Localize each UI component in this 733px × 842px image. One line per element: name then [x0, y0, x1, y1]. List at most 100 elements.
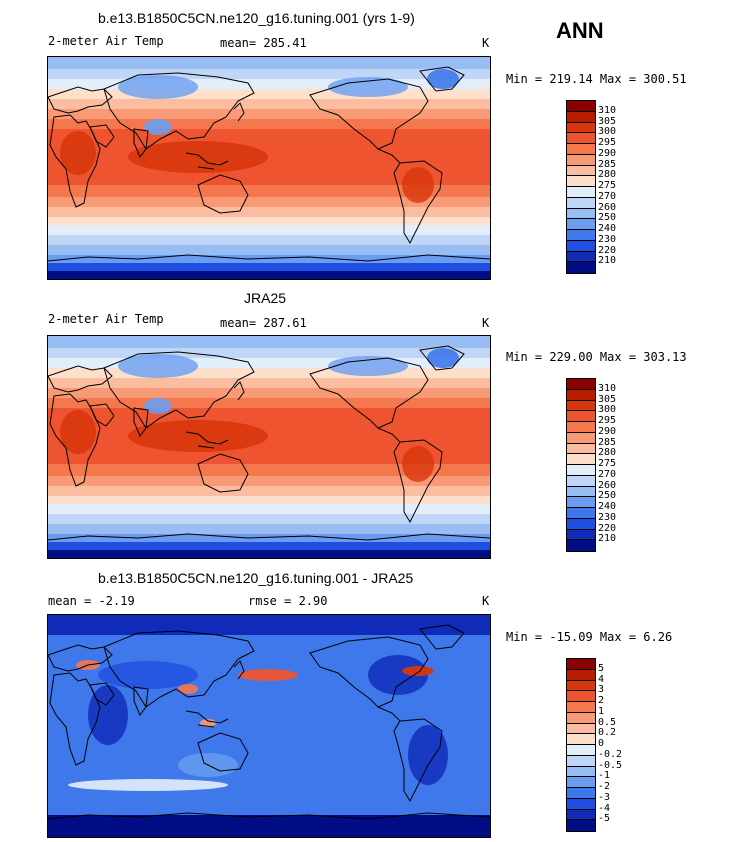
colorbar-tick-label: 260 [598, 201, 617, 213]
colorbar-swatch [567, 133, 595, 144]
colorbar-tick-label: 0.2 [598, 727, 617, 739]
colorbar-tick-label: 300 [598, 126, 617, 138]
colorbar-swatch [567, 465, 595, 476]
panel-1-title: b.e13.B1850C5CN.ne120_g16.tuning.001 (yr… [98, 10, 415, 26]
colorbar-tick-label: 240 [598, 223, 617, 234]
colorbar-tick-label: 270 [598, 190, 617, 202]
colorbar-tick-label: 230 [598, 233, 617, 245]
panel-2-units: K [482, 316, 490, 330]
colorbar-swatch [567, 540, 595, 551]
colorbar-tick-label: 250 [598, 212, 617, 224]
panel-2-variable-label: 2-meter Air Temp [48, 312, 164, 326]
colorbar-swatch [567, 165, 595, 177]
panel-1-units: K [482, 36, 490, 50]
panel-3-mean-label: mean = -2.19 [48, 594, 135, 608]
colorbar-swatch [567, 443, 595, 455]
colorbar-swatch [567, 659, 595, 670]
colorbar-tick-label: 280 [598, 169, 617, 181]
colorbar-swatch [567, 432, 595, 444]
colorbar-swatch [567, 400, 595, 412]
colorbar-tick-label: 220 [598, 522, 617, 534]
panel-2-map [47, 335, 491, 559]
panel-2-title: JRA25 [244, 290, 287, 306]
panel-3-units: K [482, 594, 490, 608]
colorbar-tick-label: 275 [598, 458, 617, 469]
colorbar-tick-label: 220 [598, 244, 617, 256]
colorbar-tick-label: 310 [598, 104, 617, 116]
colorbar-tick-label: 1 [598, 705, 605, 717]
colorbar-swatch [567, 755, 595, 767]
colorbar-tick-label: 275 [598, 180, 617, 191]
panel-3-title: b.e13.B1850C5CN.ne120_g16.tuning.001 - J… [98, 570, 414, 586]
colorbar-tick-label: 250 [598, 490, 617, 502]
panel-2-mean-label: mean= 287.61 [220, 316, 307, 330]
colorbar-swatch [567, 454, 595, 465]
colorbar-swatch [567, 262, 595, 273]
colorbar-tick-label: 210 [598, 533, 617, 545]
colorbar-swatch [567, 187, 595, 198]
colorbar-tick-label: 230 [598, 511, 617, 523]
colorbar-swatch [567, 734, 595, 745]
panel-1-variable-label: 2-meter Air Temp [48, 34, 164, 48]
colorbar-swatch [567, 411, 595, 422]
colorbar-swatch [567, 508, 595, 519]
colorbar-swatch [567, 497, 595, 508]
colorbar-tick-label: -0.5 [598, 759, 623, 771]
colorbar-tick-label: 290 [598, 147, 617, 159]
colorbar-swatch [567, 745, 595, 756]
colorbar-swatch [567, 122, 595, 134]
panel-3-rmse-label: rmse = 2.90 [248, 594, 328, 608]
colorbar-swatch [567, 379, 595, 390]
map-field [48, 615, 490, 837]
colorbar-swatch [567, 723, 595, 735]
colorbar-tick-label: -2 [598, 781, 611, 792]
colorbar-swatch [567, 176, 595, 187]
panel-3-colorbar [566, 658, 596, 832]
colorbar-swatch [567, 669, 595, 681]
colorbar-swatch [567, 389, 595, 401]
colorbar-tick-label: 0 [598, 738, 605, 749]
season-label: ANN [556, 18, 604, 43]
colorbar-swatch [567, 788, 595, 799]
colorbar-tick-label: -1 [598, 770, 611, 782]
colorbar-swatch [567, 154, 595, 166]
panel-3-map [47, 614, 491, 838]
colorbar-swatch [567, 422, 595, 433]
colorbar-swatch [567, 475, 595, 487]
map-field [48, 57, 490, 279]
colorbar-tick-label: 295 [598, 415, 617, 426]
colorbar-swatch [567, 230, 595, 241]
colorbar-tick-label: 240 [598, 501, 617, 512]
panel-2-colorbar [566, 378, 596, 552]
panel-1-colorbar [566, 100, 596, 274]
colorbar-tick-label: 210 [598, 255, 617, 267]
colorbar-swatch [567, 820, 595, 831]
colorbar-tick-label: 285 [598, 436, 617, 448]
colorbar-swatch [567, 144, 595, 155]
colorbar-swatch [567, 486, 595, 498]
colorbar-swatch [567, 777, 595, 788]
panel-2-minmax: Min = 229.00 Max = 303.13 [506, 350, 687, 364]
colorbar-swatch [567, 208, 595, 220]
colorbar-swatch [567, 240, 595, 252]
colorbar-swatch [567, 712, 595, 724]
colorbar-tick-label: 270 [598, 468, 617, 480]
panel-1-minmax: Min = 219.14 Max = 300.51 [506, 72, 687, 86]
colorbar-tick-label: 305 [598, 393, 617, 405]
colorbar-tick-label: 280 [598, 447, 617, 459]
colorbar-tick-label: 5 [598, 662, 605, 674]
colorbar-swatch [567, 219, 595, 230]
colorbar-swatch [567, 702, 595, 713]
map-field [48, 336, 490, 558]
colorbar-swatch [567, 809, 595, 821]
colorbar-tick-label: 310 [598, 382, 617, 394]
colorbar-tick-label: -0.2 [598, 748, 623, 760]
colorbar-swatch [567, 529, 595, 541]
colorbar-tick-label: -5 [598, 813, 611, 825]
panel-1-map [47, 56, 491, 280]
colorbar-tick-label: -4 [598, 802, 611, 814]
colorbar-tick-label: 300 [598, 404, 617, 416]
colorbar-tick-label: 4 [598, 673, 605, 685]
colorbar-swatch [567, 111, 595, 123]
colorbar-tick-label: 0.5 [598, 716, 617, 728]
